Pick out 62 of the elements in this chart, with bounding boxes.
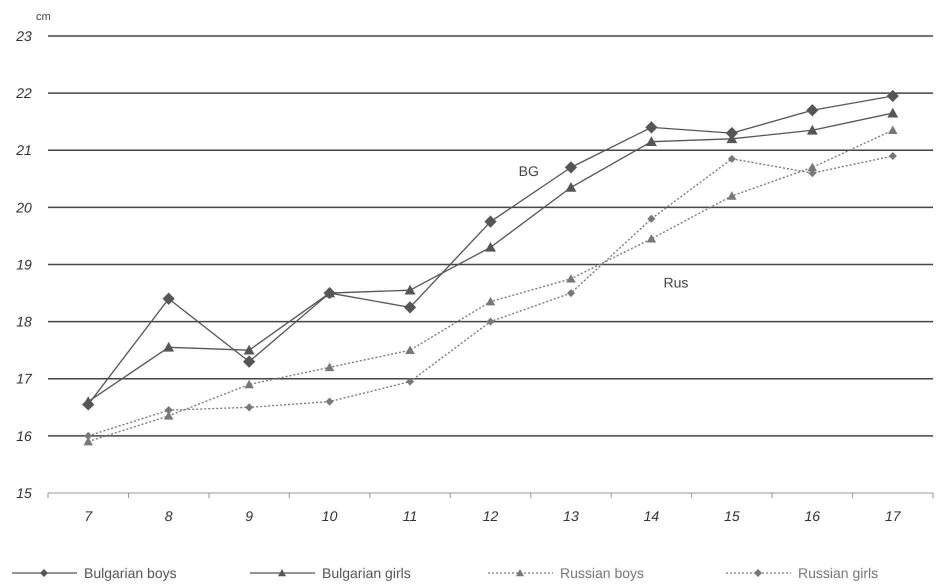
legend-label: Russian boys	[560, 564, 644, 581]
y-tick-label: 17	[16, 370, 33, 387]
point	[646, 234, 656, 243]
point	[243, 356, 256, 368]
point	[84, 432, 92, 440]
x-tick-label: 17	[884, 508, 902, 524]
point	[806, 104, 818, 116]
point	[405, 345, 415, 354]
x-tick-label: 10	[322, 508, 338, 524]
legend-label: Bulgarian boys	[84, 564, 177, 581]
point	[646, 136, 657, 146]
point	[163, 342, 174, 352]
x-tick-label: 13	[563, 508, 579, 524]
annotation: BG	[518, 162, 539, 179]
point	[486, 318, 494, 326]
y-tick-label: 23	[15, 28, 32, 44]
point	[404, 301, 416, 314]
y-tick-label: 19	[16, 256, 32, 272]
y-tick-label: 18	[16, 314, 32, 330]
point	[888, 152, 897, 160]
point	[164, 406, 173, 414]
point	[645, 121, 658, 134]
y-tick-label: 22	[15, 85, 32, 102]
point	[887, 108, 898, 118]
point	[486, 296, 496, 306]
x-tick-label: 7	[84, 508, 94, 524]
x-tick-label: 9	[245, 508, 254, 524]
point	[82, 396, 94, 406]
point	[324, 362, 334, 372]
point	[728, 154, 736, 163]
y-axis-title: cm	[36, 11, 51, 23]
point	[404, 284, 416, 295]
y-tick-label: 20	[15, 199, 32, 216]
y-tick-label: 21	[15, 142, 32, 158]
x-tick-label: 15	[724, 508, 740, 524]
point	[566, 182, 576, 192]
x-tick-label: 16	[804, 508, 820, 524]
point	[566, 289, 575, 298]
x-tick-label: 14	[644, 508, 660, 524]
x-tick-label: 12	[482, 508, 498, 524]
point	[886, 90, 899, 102]
point	[806, 124, 818, 135]
point	[485, 242, 496, 252]
point	[162, 292, 175, 305]
y-tick-label: 16	[16, 428, 32, 444]
x-tick-label: 8	[164, 508, 173, 524]
point	[566, 274, 576, 283]
point	[484, 216, 497, 228]
legend-label: Russian girls	[798, 564, 878, 581]
point	[244, 344, 255, 355]
point	[888, 126, 898, 134]
point	[244, 380, 254, 388]
point	[406, 378, 414, 386]
point	[245, 403, 254, 412]
point	[326, 398, 334, 406]
point	[727, 191, 737, 200]
point	[647, 214, 656, 223]
legend-label: Bulgarian girls	[322, 564, 411, 581]
annotation: Rus	[663, 274, 688, 290]
y-tick-label: 15	[16, 484, 32, 501]
x-tick-label: 11	[402, 508, 418, 524]
point	[564, 161, 578, 174]
